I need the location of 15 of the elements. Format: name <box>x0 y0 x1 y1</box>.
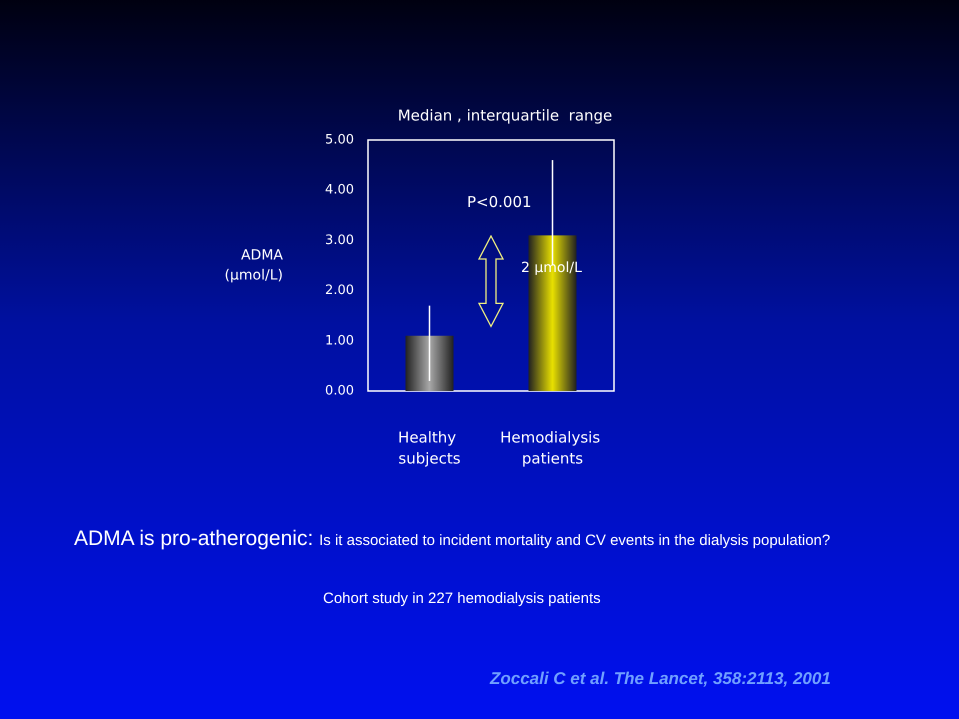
text: ADMA is pro-atherogenic: <box>74 527 314 550</box>
x-tick-label: Healthy subjects <box>398 428 461 468</box>
y-axis-title: ADMA (µmol/L) <box>224 248 284 284</box>
text: Is it associated to incident mortality and CV events in the dialysis population? <box>319 532 830 549</box>
y-tick-label: 3.00 <box>325 232 354 248</box>
y-tick-label: 5.00 <box>325 132 354 148</box>
annotation: P<0.001 <box>467 193 532 212</box>
y-tick-label: 0.00 <box>325 384 354 398</box>
x-tick-label: Hemodialysis patients <box>500 428 605 468</box>
y-tick-label: 1.00 <box>325 333 354 348</box>
y-tick-label: 2.00 <box>325 283 354 298</box>
text: Cohort study in 227 hemodialysis patients <box>323 590 601 607</box>
chart-title: Median , interquartile range <box>398 106 612 124</box>
text: Zoccali C et al. The Lancet, 358:2113, 2001 <box>490 669 831 689</box>
y-tick-label: 4.00 <box>325 182 354 198</box>
